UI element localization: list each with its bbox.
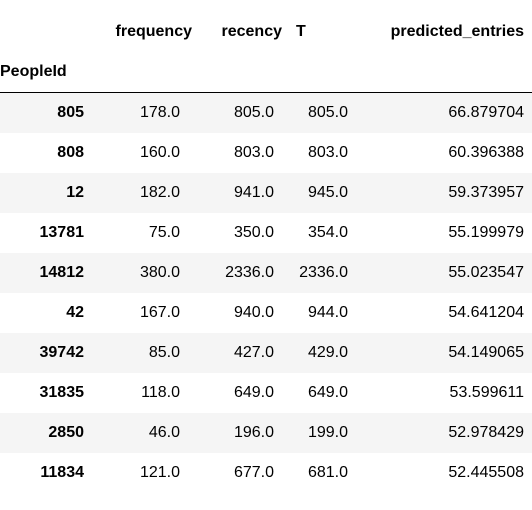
column-header-row: frequency recency T predicted_entries bbox=[0, 12, 532, 52]
table-row: 31835 118.0 649.0 649.0 53.599611 bbox=[0, 373, 532, 413]
cell-recency: 940.0 bbox=[233, 304, 274, 321]
index-header-blank bbox=[0, 12, 96, 52]
cell-recency: 350.0 bbox=[233, 224, 274, 241]
row-index-cell: 14812 bbox=[39, 264, 85, 281]
table-row: 13781 75.0 350.0 354.0 55.199979 bbox=[0, 213, 532, 253]
cell-predicted-entries: 59.373957 bbox=[448, 184, 524, 201]
cell-t: 681.0 bbox=[307, 464, 348, 481]
cell-t: 429.0 bbox=[307, 344, 348, 361]
cell-predicted-entries: 53.599611 bbox=[449, 384, 524, 401]
cell-predicted-entries: 52.445508 bbox=[448, 464, 524, 481]
column-header-recency: recency bbox=[221, 23, 283, 40]
cell-recency: 2336.0 bbox=[225, 264, 274, 281]
cell-frequency: 121.0 bbox=[139, 464, 180, 481]
cell-predicted-entries: 52.978429 bbox=[448, 424, 524, 441]
cell-predicted-entries: 55.023547 bbox=[448, 264, 524, 281]
cell-recency: 805.0 bbox=[233, 104, 274, 121]
cell-recency: 427.0 bbox=[233, 344, 274, 361]
cell-recency: 941.0 bbox=[233, 184, 274, 201]
index-name-spacer bbox=[358, 52, 532, 93]
cell-predicted-entries: 60.396388 bbox=[448, 144, 524, 161]
row-index-cell: 42 bbox=[66, 304, 84, 321]
cell-frequency: 75.0 bbox=[148, 224, 180, 241]
cell-predicted-entries: 54.149065 bbox=[448, 344, 524, 361]
table-row: 14812 380.0 2336.0 2336.0 55.023547 bbox=[0, 253, 532, 293]
cell-recency: 677.0 bbox=[233, 464, 274, 481]
column-header-t: T bbox=[296, 23, 306, 40]
cell-t: 805.0 bbox=[307, 104, 348, 121]
row-index-cell: 12 bbox=[66, 184, 84, 201]
table-row: 2850 46.0 196.0 199.0 52.978429 bbox=[0, 413, 532, 453]
index-name-spacer bbox=[282, 52, 358, 93]
dataframe-table: frequency recency T predicted_entries Pe… bbox=[0, 12, 532, 493]
cell-frequency: 167.0 bbox=[139, 304, 180, 321]
table-row: 39742 85.0 427.0 429.0 54.149065 bbox=[0, 333, 532, 373]
cell-frequency: 85.0 bbox=[148, 344, 180, 361]
row-index-cell: 808 bbox=[57, 144, 84, 161]
cell-frequency: 160.0 bbox=[139, 144, 180, 161]
row-index-cell: 13781 bbox=[39, 224, 85, 241]
cell-recency: 649.0 bbox=[233, 384, 274, 401]
table-row: 805 178.0 805.0 805.0 66.879704 bbox=[0, 92, 532, 133]
cell-t: 649.0 bbox=[307, 384, 348, 401]
table-row: 12 182.0 941.0 945.0 59.373957 bbox=[0, 173, 532, 213]
cell-recency: 196.0 bbox=[233, 424, 274, 441]
column-header-frequency: frequency bbox=[115, 23, 192, 40]
cell-t: 354.0 bbox=[307, 224, 348, 241]
row-index-cell: 39742 bbox=[39, 344, 85, 361]
cell-predicted-entries: 54.641204 bbox=[448, 304, 524, 321]
cell-frequency: 46.0 bbox=[148, 424, 180, 441]
row-index-cell: 31835 bbox=[39, 384, 85, 401]
table-row: 42 167.0 940.0 944.0 54.641204 bbox=[0, 293, 532, 333]
table-body: 805 178.0 805.0 805.0 66.879704 808 160.0 803.0… bbox=[0, 92, 532, 493]
index-name-label: PeopleId bbox=[0, 63, 67, 80]
row-index-cell: 805 bbox=[57, 104, 84, 121]
cell-frequency: 118.0 bbox=[141, 384, 180, 401]
row-index-cell: 11834 bbox=[40, 464, 84, 481]
cell-t: 803.0 bbox=[307, 144, 348, 161]
cell-frequency: 182.0 bbox=[139, 184, 180, 201]
cell-predicted-entries: 55.199979 bbox=[448, 224, 524, 241]
index-name-row: PeopleId bbox=[0, 52, 532, 93]
index-name-spacer bbox=[192, 52, 282, 93]
cell-recency: 803.0 bbox=[233, 144, 274, 161]
column-header-predicted-entries: predicted_entries bbox=[390, 23, 524, 40]
table-row: 11834 121.0 677.0 681.0 52.445508 bbox=[0, 453, 532, 493]
row-index-cell: 2850 bbox=[48, 424, 84, 441]
cell-t: 944.0 bbox=[307, 304, 348, 321]
cell-t: 2336.0 bbox=[299, 264, 348, 281]
cell-t: 945.0 bbox=[307, 184, 348, 201]
cell-predicted-entries: 66.879704 bbox=[448, 104, 524, 121]
cell-frequency: 178.0 bbox=[139, 104, 180, 121]
table-row: 808 160.0 803.0 803.0 60.396388 bbox=[0, 133, 532, 173]
table-header: frequency recency T predicted_entries Pe… bbox=[0, 12, 532, 93]
cell-t: 199.0 bbox=[307, 424, 348, 441]
cell-frequency: 380.0 bbox=[139, 264, 180, 281]
index-name-spacer bbox=[96, 52, 192, 93]
